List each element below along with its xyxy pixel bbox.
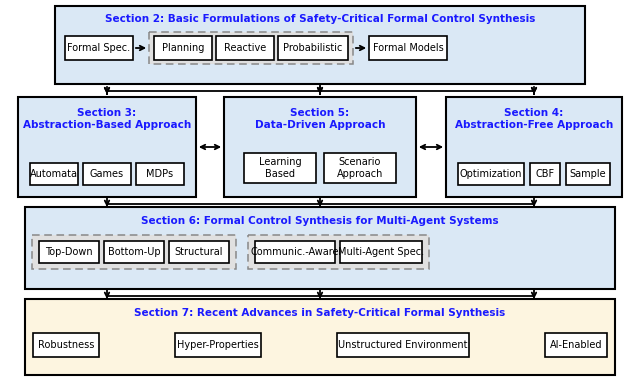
Text: Communic.-Aware: Communic.-Aware [251,247,339,257]
Text: Unstructured Environment: Unstructured Environment [339,340,468,350]
Bar [175,333,261,357]
Bar [65,36,133,60]
Bar [255,241,335,263]
Bar [530,163,560,185]
Bar [278,36,348,60]
Text: CBF: CBF [536,169,555,179]
Text: MDPs: MDPs [147,169,173,179]
Text: Section 2: Basic Formulations of Safety-Critical Formal Control Synthesis: Section 2: Basic Formulations of Safety-… [105,14,535,24]
Bar [169,241,229,263]
Text: AI-Enabled: AI-Enabled [550,340,602,350]
Bar [446,97,622,197]
Bar [55,6,585,84]
Bar [149,32,353,64]
Bar [33,333,99,357]
Bar [25,299,615,375]
Text: Planning: Planning [162,43,204,53]
Bar [216,36,274,60]
Bar [154,36,212,60]
Text: Section 7: Recent Advances in Safety-Critical Formal Synthesis: Section 7: Recent Advances in Safety-Cri… [134,308,506,318]
Bar [324,153,396,183]
Bar [18,97,196,197]
Text: Formal Spec.: Formal Spec. [67,43,131,53]
Text: Multi-Agent Spec.: Multi-Agent Spec. [338,247,424,257]
Text: Top-Down: Top-Down [45,247,93,257]
Text: Optimization: Optimization [460,169,522,179]
Bar [566,163,610,185]
Text: Scenario
Approach: Scenario Approach [337,157,383,179]
Text: Sample: Sample [570,169,606,179]
Bar [244,153,316,183]
Bar [337,333,469,357]
Bar [458,163,524,185]
Text: Automata: Automata [30,169,78,179]
Bar [83,163,131,185]
Text: Section 5:
Data-Driven Approach: Section 5: Data-Driven Approach [255,108,385,130]
Text: Section 4:
Abstraction-Free Approach: Section 4: Abstraction-Free Approach [455,108,613,130]
Bar [224,97,416,197]
Text: Learning
Based: Learning Based [259,157,301,179]
Text: Formal Models: Formal Models [372,43,444,53]
Text: Section 6: Formal Control Synthesis for Multi-Agent Systems: Section 6: Formal Control Synthesis for … [141,216,499,226]
Text: Probabilistic: Probabilistic [284,43,342,53]
Text: Hyper-Properties: Hyper-Properties [177,340,259,350]
Text: Section 3:
Abstraction-Based Approach: Section 3: Abstraction-Based Approach [23,108,191,130]
Bar [30,163,78,185]
Bar [25,207,615,289]
Bar [39,241,99,263]
Bar [369,36,447,60]
Bar [545,333,607,357]
Text: Structural: Structural [175,247,223,257]
Bar [248,235,429,269]
Bar [136,163,184,185]
Bar [340,241,422,263]
Text: Games: Games [90,169,124,179]
Text: Reactive: Reactive [224,43,266,53]
Bar [104,241,164,263]
Text: Bottom-Up: Bottom-Up [108,247,160,257]
Bar [32,235,236,269]
Text: Robustness: Robustness [38,340,94,350]
